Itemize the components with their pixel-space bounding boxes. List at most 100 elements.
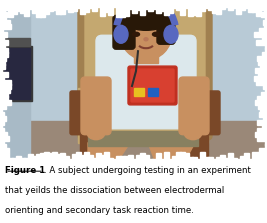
Bar [160,2,165,11]
Polygon shape [88,143,130,161]
Bar [68,159,73,161]
Bar [265,8,267,13]
Bar [168,2,173,13]
Bar [36,2,41,17]
Bar [92,158,97,161]
Text: orienting and secondary task reaction time.: orienting and secondary task reaction ti… [5,206,194,215]
Bar [0,144,6,149]
Bar [0,88,10,93]
Bar [4,48,30,99]
Bar [228,153,233,161]
Bar [136,2,141,10]
Bar [0,0,8,5]
Bar [248,159,253,161]
Bar [132,2,137,13]
Bar [36,154,41,161]
Bar [236,2,241,14]
Bar [256,80,267,85]
Bar [220,2,225,9]
Bar [4,153,9,161]
Bar [0,40,8,45]
Bar [168,159,173,161]
Bar [64,2,69,9]
Bar [232,158,237,161]
Bar [0,2,5,13]
Bar [20,2,25,13]
Bar [180,152,185,161]
Bar [0,108,2,113]
Bar [2,46,32,101]
Bar [258,4,267,9]
Bar [100,2,105,17]
Bar [255,68,267,73]
Bar [180,2,185,15]
Bar [0,32,7,37]
Bar [262,52,267,57]
Text: Figure 1: Figure 1 [5,165,46,175]
Bar [88,131,198,146]
Polygon shape [148,143,195,161]
Bar [0,48,8,53]
Bar [220,155,225,161]
Bar [0,68,2,73]
Bar [260,158,265,161]
Bar [0,76,4,81]
FancyBboxPatch shape [128,66,177,105]
Bar [252,152,257,161]
Bar [100,155,105,161]
Bar [116,2,121,17]
Bar [208,157,213,161]
Bar [265,144,267,149]
Bar [0,121,267,161]
Bar [144,2,149,9]
Bar [216,157,221,161]
Bar [52,152,57,161]
Bar [0,12,7,17]
Bar [0,100,11,105]
Bar [128,155,133,161]
Text: that yeilds the dissociation between electrodermal: that yeilds the dissociation between ele… [5,186,225,194]
Bar [255,132,267,137]
FancyBboxPatch shape [194,91,220,135]
Bar [44,152,49,161]
Bar [254,76,267,81]
Bar [120,156,125,161]
Bar [0,4,30,161]
Bar [20,158,25,161]
Bar [264,24,267,29]
Bar [0,8,5,13]
Bar [172,156,177,161]
Bar [212,159,217,161]
Bar [152,2,157,9]
Bar [64,156,69,161]
Bar [60,153,65,161]
Bar [265,44,267,49]
Bar [0,140,4,145]
Bar [254,156,267,161]
Bar [160,159,165,161]
Bar [96,2,101,7]
FancyBboxPatch shape [131,69,174,102]
Bar [68,2,73,12]
Bar [76,152,81,161]
Bar [48,2,53,11]
Bar [263,20,267,25]
Bar [72,154,77,161]
Bar [259,28,267,33]
Bar [257,152,267,157]
Ellipse shape [120,6,172,60]
Bar [200,152,205,161]
Bar [257,136,267,141]
Ellipse shape [164,25,178,43]
Bar [8,158,13,161]
Bar [164,2,169,15]
Bar [104,152,109,161]
Ellipse shape [132,32,139,36]
Bar [224,158,229,161]
Bar [0,64,5,69]
Bar [0,156,8,161]
Bar [192,2,197,15]
Ellipse shape [87,126,105,140]
Bar [0,116,6,121]
Bar [76,2,81,8]
